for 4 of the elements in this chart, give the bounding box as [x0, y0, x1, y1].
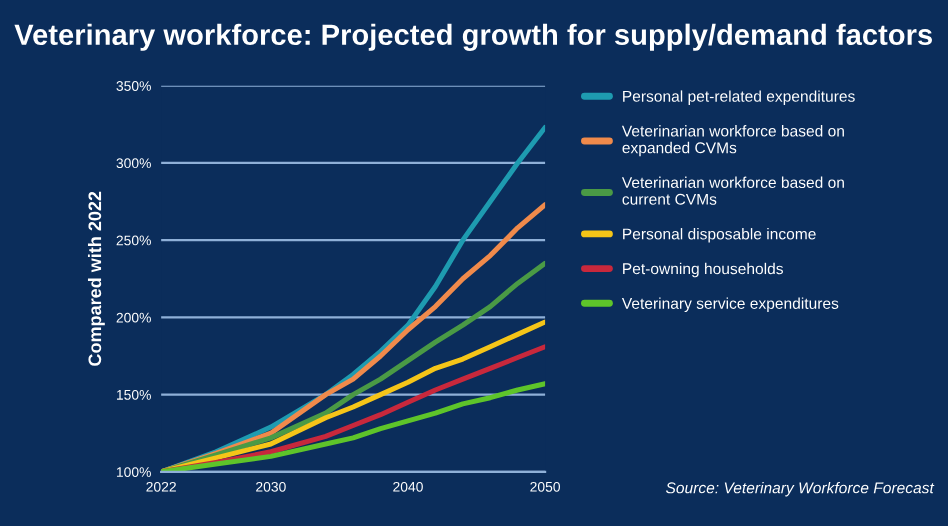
y-axis-title: Compared with 2022: [87, 191, 105, 366]
line-series: [161, 319, 546, 472]
line-series: [161, 381, 546, 472]
chart-title: Veterinary workforce: Projected growth for supply/demand factors: [14, 23, 932, 51]
